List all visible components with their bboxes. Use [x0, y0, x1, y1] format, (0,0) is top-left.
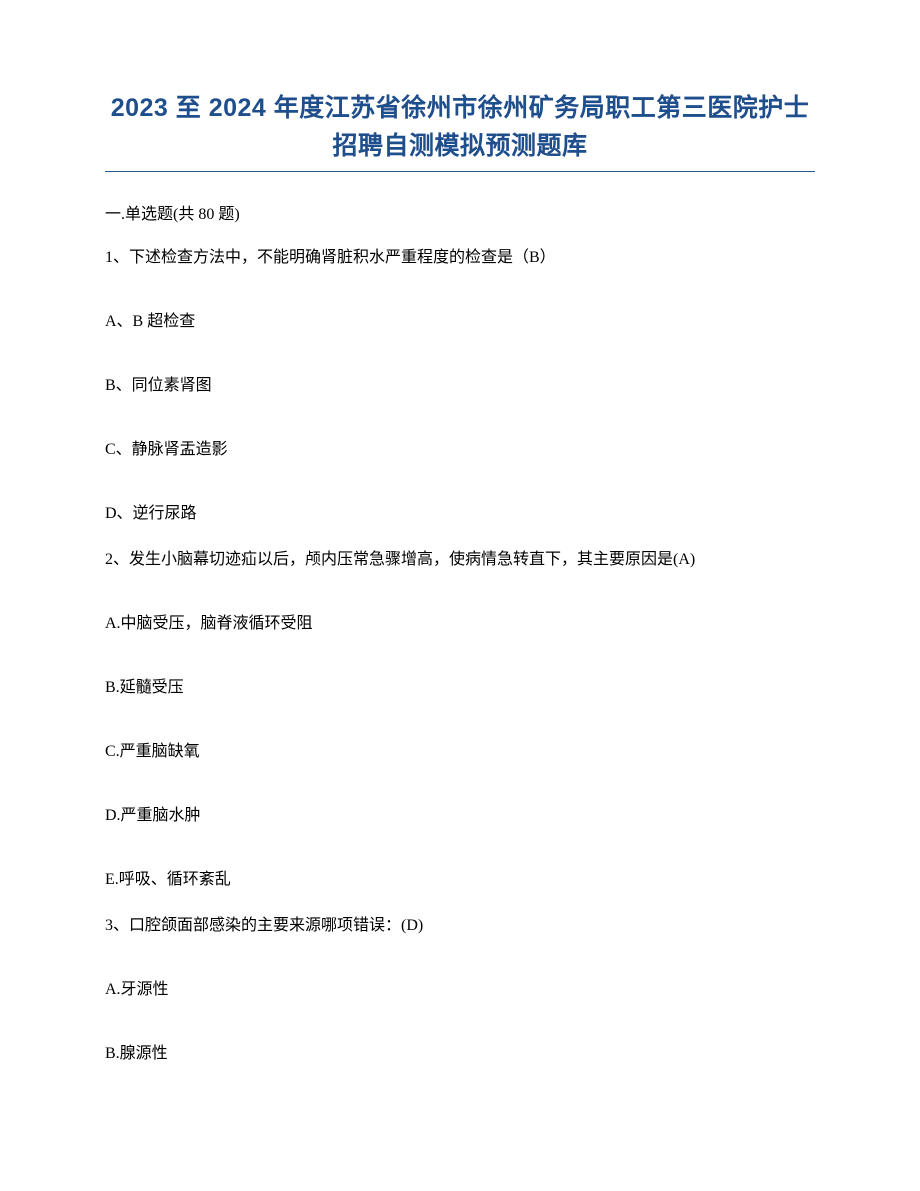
question-3-option-a: A.牙源性 [105, 978, 815, 1002]
title-container: 2023 至 2024 年度江苏省徐州市徐州矿务局职工第三医院护士招聘自测模拟预… [105, 90, 815, 172]
question-1-option-d: D、逆行尿路 [105, 502, 815, 526]
question-1-option-a: A、B 超检查 [105, 310, 815, 334]
question-3-prompt: 3、口腔颌面部感染的主要来源哪项错误：(D) [105, 914, 815, 938]
section-header: 一.单选题(共 80 题) [105, 200, 815, 224]
question-2-option-a: A.中脑受压，脑脊液循环受阻 [105, 612, 815, 636]
question-2-prompt: 2、发生小脑幕切迹疝以后，颅内压常急骤增高，使病情急转直下，其主要原因是(A) [105, 548, 815, 572]
question-3-option-b: B.腺源性 [105, 1042, 815, 1066]
question-1-prompt: 1、下述检查方法中，不能明确肾脏积水严重程度的检查是（B） [105, 246, 815, 270]
page-title: 2023 至 2024 年度江苏省徐州市徐州矿务局职工第三医院护士招聘自测模拟预… [105, 90, 815, 165]
question-2-option-e: E.呼吸、循环紊乱 [105, 868, 815, 892]
question-2-option-b: B.延髓受压 [105, 676, 815, 700]
question-2-option-d: D.严重脑水肿 [105, 804, 815, 828]
question-1-option-c: C、静脉肾盂造影 [105, 438, 815, 462]
question-1-option-b: B、同位素肾图 [105, 374, 815, 398]
question-2-option-c: C.严重脑缺氧 [105, 740, 815, 764]
